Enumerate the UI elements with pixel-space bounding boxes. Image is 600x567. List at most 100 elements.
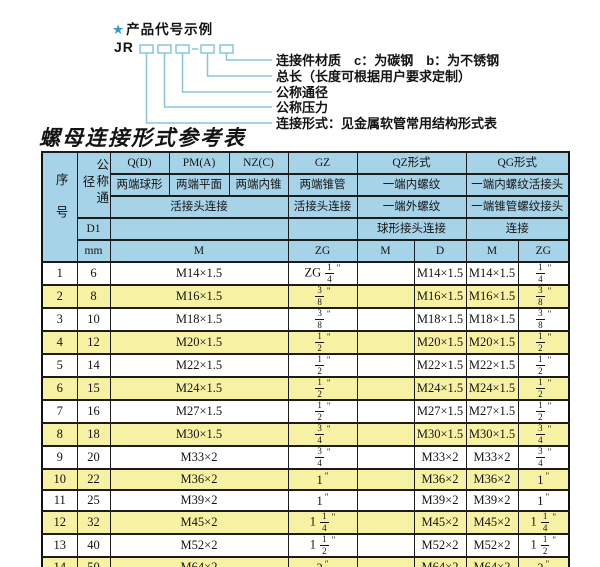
col-gz-zg: 1 2 " [287,399,358,424]
table-row: 10 22 M36×2 1 " M36×2 M36×2 1 " [41,468,570,491]
col-seq: 6 [41,376,78,401]
header-q: Q(D) [109,151,170,175]
col-qz-d: M64×2 [413,556,467,567]
col-qz-d: M36×2 [413,468,467,491]
header-qg-zg: ZG [517,239,570,263]
col-m: M27×1.5 [109,399,289,424]
header-nz-sub: 两端内锥 [228,173,289,197]
col-qz-m [356,556,415,567]
col-seq: 9 [41,445,78,470]
col-qg-m: M52×2 [465,533,519,558]
col-qg-zg: 3 8 " [517,284,570,309]
table-row: 13 40 M52×2 1 1 2 " M52×2 M52×2 1 1 2 " [41,533,570,558]
col-qg-m: M36×2 [465,468,519,491]
header-blank-left [109,217,289,241]
col-qz-d: M16×1.5 [413,284,467,309]
col-seq: 3 [41,307,78,332]
col-qz-d: M33×2 [413,445,467,470]
product-code-prefix: JR [114,39,134,55]
header-qz-m: M [356,239,415,263]
col-qg-zg: 1 " [517,468,570,491]
header-union-connect: 活接头连接 [109,195,289,219]
diagram-label-connection: 连接形式：见金属软管常用结构形式表 [276,116,498,131]
col-dn: 20 [76,445,111,470]
header-m: M [109,239,289,263]
col-qg-zg: 3 8 " [517,307,570,332]
col-qg-zg: 1 2 " [517,353,570,378]
header-gz: GZ [287,151,358,175]
col-qg-zg: 1 4 " [517,261,570,286]
table-row: 7 16 M27×1.5 1 2 " M27×1.5 M27×1.5 1 2 " [41,399,570,424]
col-qg-m: M33×2 [465,445,519,470]
diagram-label-diameter: 公称通径 [276,85,329,100]
header-zg: ZG [287,239,358,263]
col-qg-m: M22×1.5 [465,353,519,378]
col-qz-d: M14×1.5 [413,261,467,286]
col-qz-m [356,376,415,401]
diagram-label-length: 总长（长度可根据用户要求定制） [276,69,472,84]
col-m: M22×1.5 [109,353,289,378]
col-qg-m: M16×1.5 [465,284,519,309]
col-dn: 25 [76,489,111,512]
table-body: 1 6 M14×1.5 ZG 1 4 " M14×1.5 M14×1.5 1 4 " 2 8 M16×1.… [41,261,570,567]
col-qz-d: M27×1.5 [413,399,467,424]
header-ball-connect: 球形接头连接 [356,217,467,241]
header-qg-m: M [465,239,519,263]
col-qz-m [356,307,415,332]
col-m: M33×2 [109,445,289,470]
table-row: 4 12 M20×1.5 1 2 " M20×1.5 M20×1.5 1 2 " [41,330,570,355]
header-qg: QG形式 [465,151,570,175]
col-dn: 8 [76,284,111,309]
col-dn: 15 [76,376,111,401]
col-qg-m: M64×2 [465,556,519,567]
col-gz-zg: 1 " [287,468,358,491]
header-qz-inner: 一端内螺纹 [356,173,467,197]
col-qg-m: M20×1.5 [465,330,519,355]
header-gz-union: 活接头连接 [287,195,358,219]
header-qz-outer: 一端外螺纹 [356,195,467,219]
col-qz-m [356,399,415,424]
col-gz-zg: 1 2 " [287,330,358,355]
col-gz-zg: 2" [287,556,358,567]
col-gz-zg: 3 4 " [287,445,358,470]
col-m: M16×1.5 [109,284,289,309]
col-qg-zg: 1 2 " [517,330,570,355]
col-qz-m [356,284,415,309]
col-m: M30×1.5 [109,422,289,447]
col-qg-m: M39×2 [465,489,519,512]
col-qz-d: M22×1.5 [413,353,467,378]
table-row: 1 6 M14×1.5 ZG 1 4 " M14×1.5 M14×1.5 1 4 " [41,261,570,286]
table-row: 2 8 M16×1.5 3 8 " M16×1.5 M16×1.5 3 8 " [41,284,570,309]
product-code-diagram: ★产品代号示例 JR 连接件材质 c：为碳钢 b：为不锈钢 总长（长度可根据用户… [0,0,600,140]
col-seq: 1 [41,261,78,286]
diagram-label-material: 连接件材质 c：为碳钢 b：为不锈钢 [276,53,500,68]
col-m: M18×1.5 [109,307,289,332]
col-seq: 5 [41,353,78,378]
col-qg-m: M27×1.5 [465,399,519,424]
col-dn: 18 [76,422,111,447]
col-qz-m [356,261,415,286]
col-qz-m [356,489,415,512]
diagram-label-pressure: 公称压力 [276,100,329,115]
col-dn: 12 [76,330,111,355]
col-gz-zg: 1 2 " [287,376,358,401]
col-dn: 50 [76,556,111,567]
col-qg-zg: 1 1 2 " [517,533,570,558]
table-row: 12 32 M45×2 1 1 4 " M45×2 M45×2 1 1 4 " [41,510,570,535]
col-seq: 10 [41,468,78,491]
header-dn: 公称通径 [76,151,111,219]
col-qz-d: M30×1.5 [413,422,467,447]
col-qz-m [356,330,415,355]
col-qg-m: M45×2 [465,510,519,535]
col-gz-zg: 1 1 2 " [287,533,358,558]
col-dn: 40 [76,533,111,558]
table-header: 序号 公称通径 Q(D) PM(A) NZ(C) GZ QZ形式 QG形式 两端… [41,151,570,263]
col-seq: 2 [41,284,78,309]
col-gz-zg: ZG 1 4 " [287,261,358,286]
col-qz-m [356,510,415,535]
header-gz-sub: 两端锥管 [287,173,358,197]
header-blank-gz [287,217,358,241]
table-row: 9 20 M33×2 3 4 " M33×2 M33×2 3 4 " [41,445,570,470]
col-qg-zg: 1 2 " [517,376,570,401]
